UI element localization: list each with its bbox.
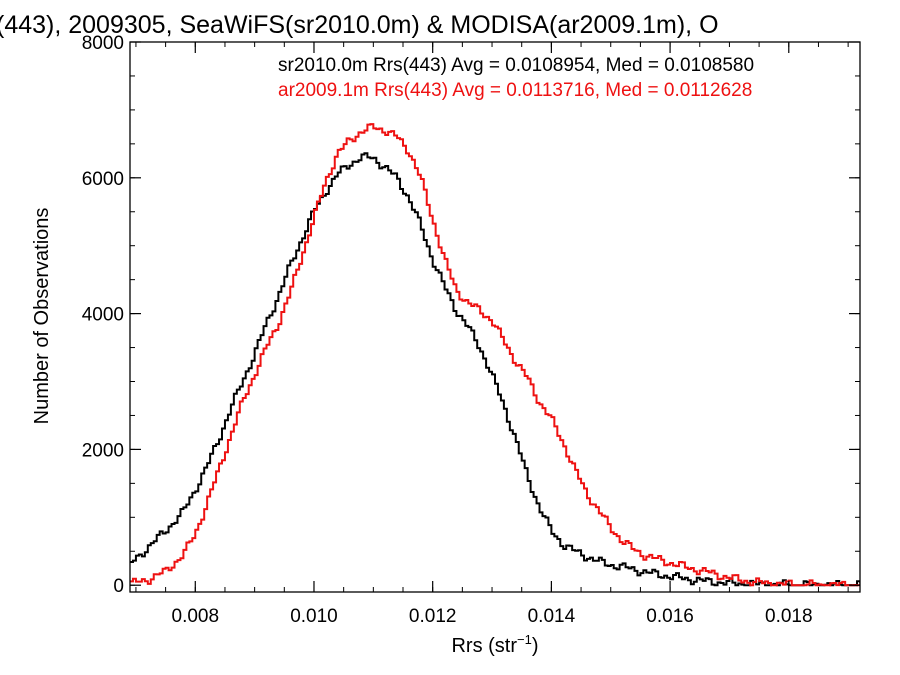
x-axis-title-main: Rrs (str <box>451 635 517 657</box>
legend-entry-sr2010: sr2010.0m Rrs(443) Avg = 0.0108954, Med … <box>278 55 754 76</box>
x-axis-title-close: ) <box>532 635 539 657</box>
plot-frame <box>129 41 861 593</box>
x-tick-label: 0.012 <box>409 606 457 627</box>
y-tick-label: 6000 <box>82 169 124 190</box>
x-axis-title-superscript: −1 <box>517 632 532 647</box>
x-axis-title: Rrs (str−1) <box>451 632 538 657</box>
x-tick-label: 0.016 <box>646 606 694 627</box>
legend-entry-ar2009: ar2009.1m Rrs(443) Avg = 0.0113716, Med … <box>278 80 752 101</box>
y-tick-label: 2000 <box>82 440 124 461</box>
y-axis-title: Number of Observations <box>31 208 53 425</box>
chart-title: (443), 2009305, SeaWiFS(sr2010.0m) & MOD… <box>0 11 719 39</box>
y-tick-label: 4000 <box>82 305 124 326</box>
chart-title-group: (443), 2009305, SeaWiFS(sr2010.0m) & MOD… <box>0 11 719 39</box>
x-tick-label: 0.010 <box>290 606 338 627</box>
y-tick-label: 0 <box>113 576 124 597</box>
x-tick-label: 0.018 <box>765 606 813 627</box>
x-tick-label: 0.014 <box>528 606 576 627</box>
histogram-series-0 <box>130 152 860 587</box>
histogram-series-1 <box>130 123 860 587</box>
y-tick-label: 8000 <box>82 33 124 54</box>
x-tick-label: 0.008 <box>172 606 220 627</box>
